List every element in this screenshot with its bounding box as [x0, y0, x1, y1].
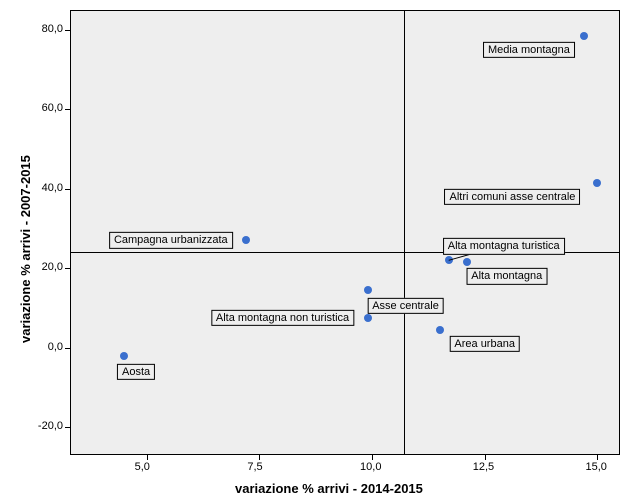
y-tick-label: 0,0 — [48, 341, 63, 353]
data-point — [580, 32, 588, 40]
y-tick-label: 60,0 — [42, 102, 63, 114]
data-point-label: Media montagna — [483, 42, 575, 58]
data-point-label: Alta montagna — [466, 268, 547, 284]
scatter-chart: 5,0 7,5 10,0 12,5 15,0 -20,0 0,0 20,0 40,0 60,0 80… — [0, 0, 629, 504]
x-reference-line — [404, 10, 405, 455]
x-tick-label: 5,0 — [135, 461, 150, 473]
y-tick — [65, 268, 70, 269]
x-tick-label: 12,5 — [473, 461, 494, 473]
x-tick-label: 7,5 — [247, 461, 262, 473]
data-point — [364, 314, 372, 322]
data-point — [445, 256, 453, 264]
y-tick-label: -20,0 — [38, 420, 63, 432]
y-tick — [65, 348, 70, 349]
data-point-label: Alta montagna non turistica — [211, 310, 354, 326]
x-tick — [372, 455, 373, 460]
data-point — [364, 286, 372, 294]
data-point — [463, 258, 471, 266]
x-tick — [597, 455, 598, 460]
data-point — [120, 352, 128, 360]
data-point-label: Aosta — [117, 364, 155, 380]
data-point — [593, 179, 601, 187]
y-tick — [65, 189, 70, 190]
y-tick-label: 20,0 — [42, 261, 63, 273]
data-point — [242, 236, 250, 244]
y-tick — [65, 427, 70, 428]
x-axis-title: variazione % arrivi - 2014-2015 — [235, 481, 423, 496]
y-tick-label: 80,0 — [42, 23, 63, 35]
y-tick — [65, 109, 70, 110]
x-tick — [485, 455, 486, 460]
y-tick-label: 40,0 — [42, 182, 63, 194]
x-tick — [259, 455, 260, 460]
data-point-label: Asse centrale — [367, 298, 444, 314]
data-point-label: Alta montagna turistica — [443, 238, 565, 254]
data-point-label: Altri comuni asse centrale — [444, 189, 580, 205]
x-tick-label: 10,0 — [360, 461, 381, 473]
x-tick — [147, 455, 148, 460]
data-point-label: Area urbana — [449, 336, 520, 352]
y-tick — [65, 30, 70, 31]
data-point — [436, 326, 444, 334]
x-tick-label: 15,0 — [585, 461, 606, 473]
y-axis-title: variazione % arrivi - 2007-2015 — [18, 155, 33, 343]
data-point-label: Campagna urbanizzata — [109, 232, 233, 248]
